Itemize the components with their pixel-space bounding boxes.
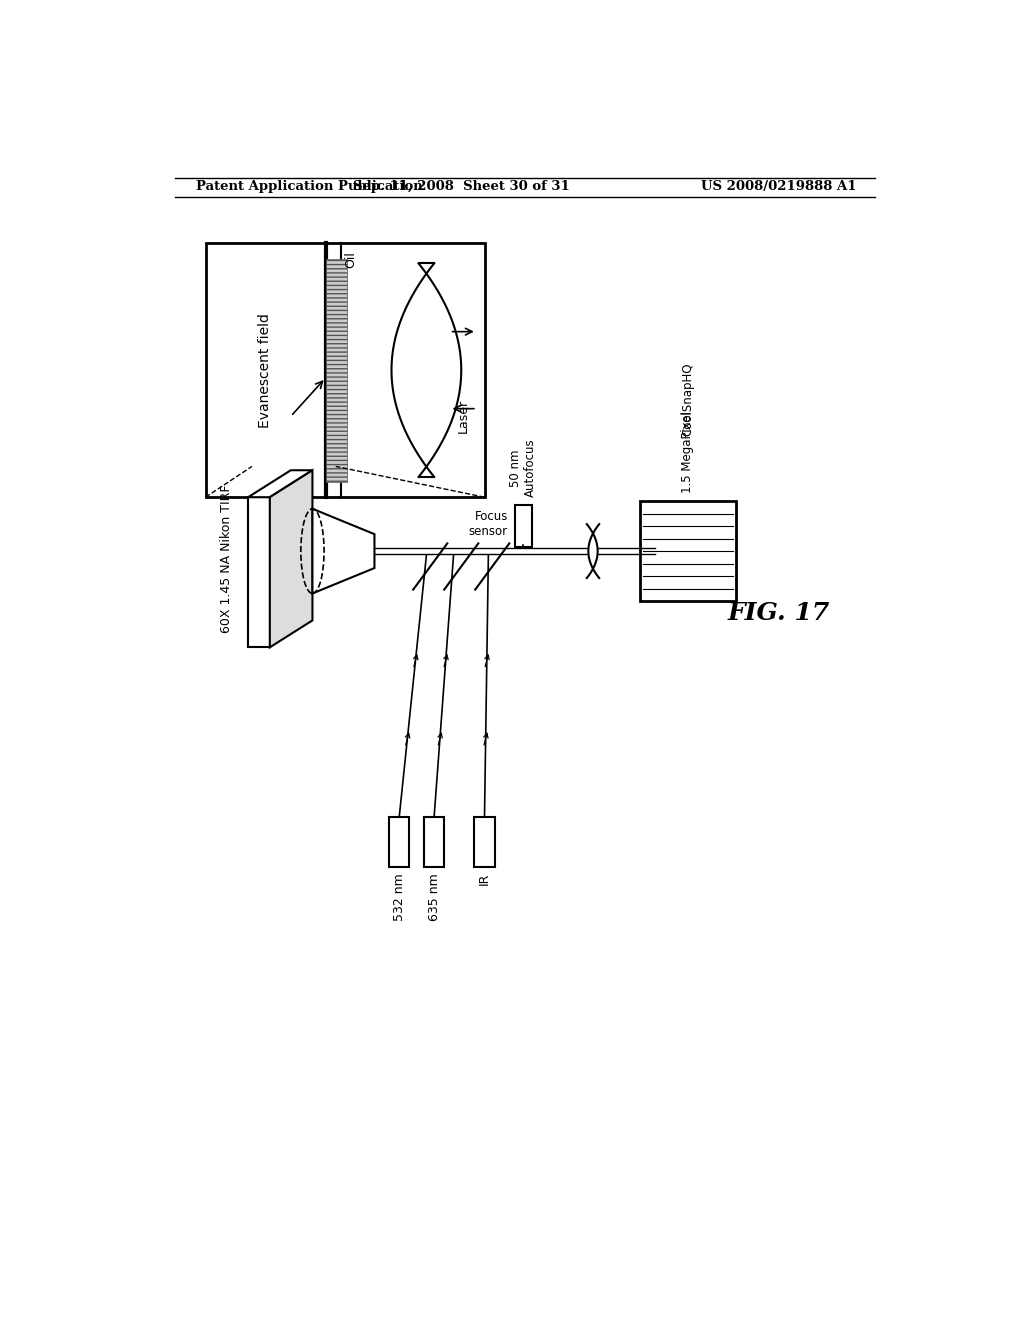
- Bar: [206, 243, 484, 498]
- Text: Evanescent field: Evanescent field: [258, 313, 272, 428]
- Text: 635 nm: 635 nm: [428, 873, 440, 921]
- Polygon shape: [312, 508, 375, 594]
- Polygon shape: [587, 524, 599, 578]
- Bar: [474, 817, 495, 867]
- Text: 532 nm: 532 nm: [393, 873, 406, 921]
- Text: US 2008/0219888 A1: US 2008/0219888 A1: [701, 181, 856, 194]
- Text: IR: IR: [478, 873, 490, 886]
- Text: CoolSnapHQ: CoolSnapHQ: [681, 362, 694, 436]
- Text: Sep. 11, 2008  Sheet 30 of 31: Sep. 11, 2008 Sheet 30 of 31: [353, 181, 569, 194]
- Polygon shape: [391, 264, 461, 477]
- Text: FIG. 17: FIG. 17: [728, 601, 830, 624]
- Text: Patent Application Publication: Patent Application Publication: [197, 181, 423, 194]
- Bar: [640, 502, 736, 601]
- Text: 50 nm
Autofocus: 50 nm Autofocus: [509, 438, 538, 498]
- Text: 1.5 MegaPixel: 1.5 MegaPixel: [681, 412, 694, 494]
- Text: 60X 1.45 NA Nikon TIRF: 60X 1.45 NA Nikon TIRF: [219, 484, 232, 634]
- Text: Laser: Laser: [457, 399, 469, 433]
- Bar: [248, 498, 270, 647]
- Bar: [424, 817, 444, 867]
- Bar: [326, 259, 347, 482]
- Bar: [515, 504, 531, 548]
- Polygon shape: [248, 470, 312, 498]
- Polygon shape: [270, 470, 312, 647]
- Text: Oil: Oil: [344, 252, 357, 268]
- Bar: [389, 817, 410, 867]
- Text: Focus
sensor: Focus sensor: [469, 510, 508, 539]
